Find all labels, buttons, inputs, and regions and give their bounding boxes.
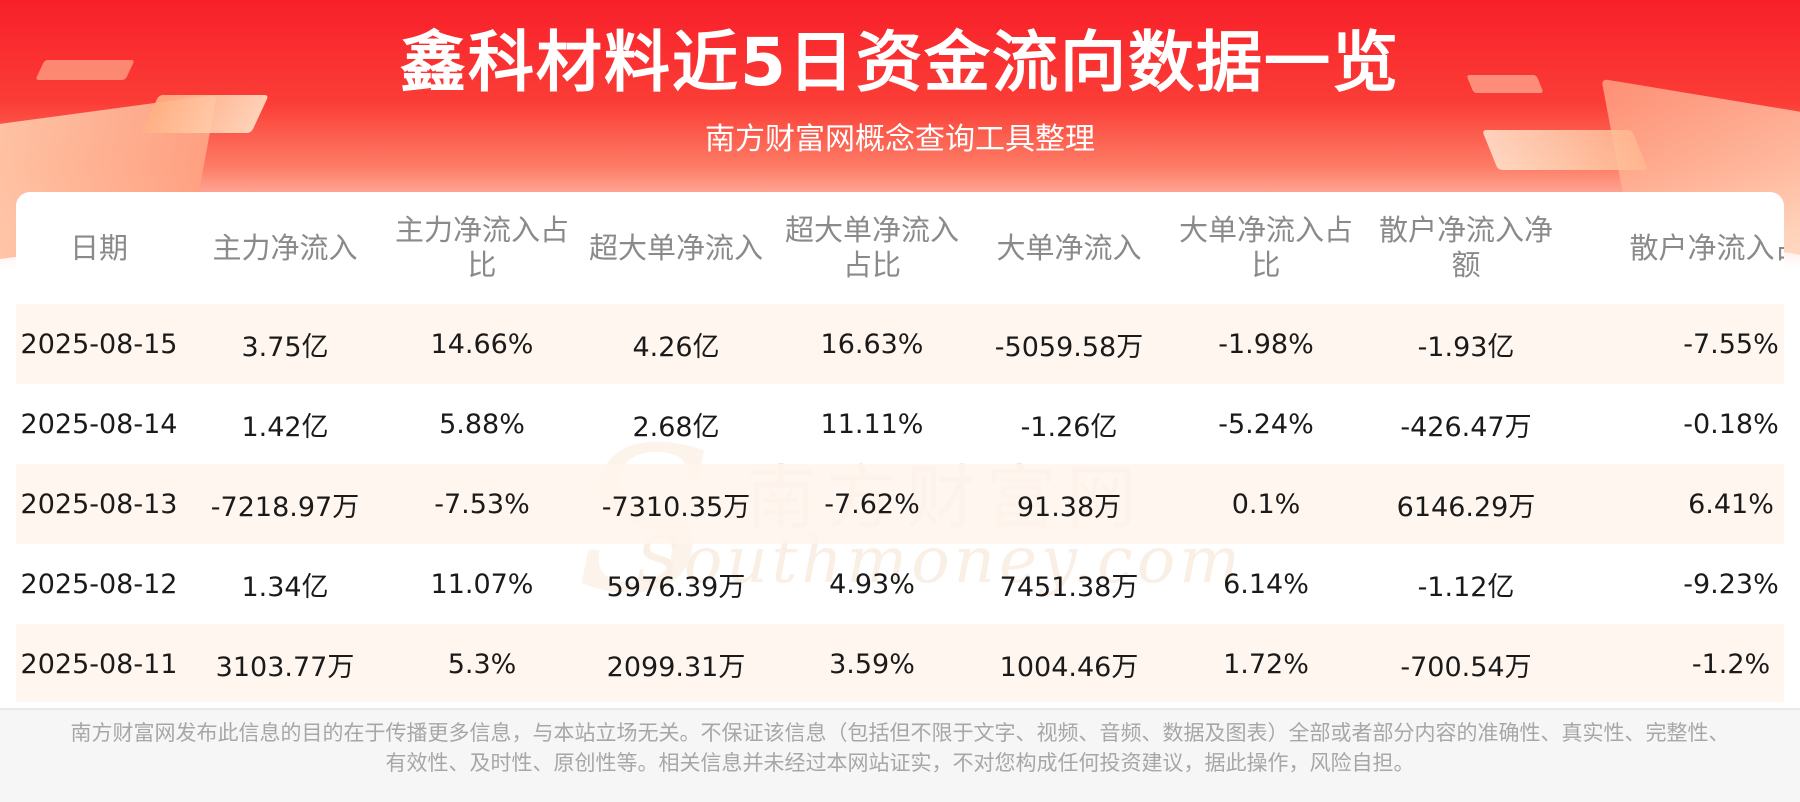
cell-retail-inflow: -1.93亿 xyxy=(1362,304,1570,384)
cell-large-inflow: 7451.38万 xyxy=(999,571,1139,603)
table-row: 2025-08-12 1.34亿 11.07% 5976.39万 4.93% 7… xyxy=(16,544,1784,624)
cell-main-inflow: 3103.77万 xyxy=(182,624,388,702)
cell-retail-inflow: -1.12亿 xyxy=(1417,571,1515,603)
cell-date: 2025-08-13 xyxy=(16,464,182,544)
cell-date: 2025-08-15 xyxy=(16,304,182,384)
table-header-row: 日期 主力净流入 主力净流入占比 超大单净流入 超大单净流入占比 大单净流入 大… xyxy=(16,192,1784,304)
column-header-xl-ratio: 超大单净流入占比 xyxy=(784,213,959,282)
cell-large-inflow: -5059.58万 xyxy=(968,304,1170,384)
cell-retail-inflow: -700.54万 xyxy=(1362,624,1570,702)
cell-xl-inflow: -7310.35万 xyxy=(576,464,776,544)
table-row: 2025-08-11 3103.77万 5.3% 2099.31万 3.59% … xyxy=(16,624,1784,702)
cell-retail-ratio: -0.18% xyxy=(1683,408,1779,440)
column-header-main-inflow: 主力净流入 xyxy=(212,230,358,265)
cell-retail-ratio: -1.2% xyxy=(1570,624,1784,702)
cell-large-ratio: 1.72% xyxy=(1170,624,1362,702)
data-card: S 南方财富网 Southmoney.com 日期 主力净流入 主力净流入占比 … xyxy=(16,192,1784,702)
page-title: 鑫科材料近5日资金流向数据一览 xyxy=(400,24,1400,101)
cell-date: 2025-08-12 xyxy=(20,568,178,600)
cell-retail-inflow: -426.47万 xyxy=(1400,411,1532,443)
cell-xl-ratio: 3.59% xyxy=(776,624,968,702)
cell-main-inflow: -7218.97万 xyxy=(182,464,388,544)
disclaimer-footer: 南方财富网发布此信息的目的在于传播更多信息，与本站立场无关。不保证该信息（包括但… xyxy=(0,708,1800,802)
column-header-retail-inflow: 散户净流入净额 xyxy=(1378,213,1553,282)
cell-main-ratio: 5.88% xyxy=(439,408,525,440)
cell-main-ratio: 14.66% xyxy=(388,304,576,384)
cell-date: 2025-08-11 xyxy=(16,624,182,702)
cell-large-inflow: -1.26亿 xyxy=(1020,411,1118,443)
cell-main-ratio: 5.3% xyxy=(388,624,576,702)
cell-retail-ratio: -7.55% xyxy=(1570,304,1784,384)
cell-main-ratio: 11.07% xyxy=(430,568,534,600)
column-header-main-ratio: 主力净流入占比 xyxy=(394,213,569,282)
column-header-date: 日期 xyxy=(69,230,128,265)
cell-retail-ratio: 6.41% xyxy=(1570,464,1784,544)
cell-retail-inflow: 6146.29万 xyxy=(1362,464,1570,544)
cell-main-ratio: -7.53% xyxy=(388,464,576,544)
cell-main-inflow: 3.75亿 xyxy=(182,304,388,384)
table-row: 2025-08-14 1.42亿 5.88% 2.68亿 11.11% -1.2… xyxy=(16,384,1784,464)
cell-date: 2025-08-14 xyxy=(20,408,178,440)
fund-flow-table: 日期 主力净流入 主力净流入占比 超大单净流入 超大单净流入占比 大单净流入 大… xyxy=(16,192,1784,702)
cell-retail-ratio: -9.23% xyxy=(1683,568,1779,600)
cell-xl-ratio: -7.62% xyxy=(776,464,968,544)
column-header-xl-inflow: 超大单净流入 xyxy=(588,230,763,265)
cell-large-ratio: 0.1% xyxy=(1170,464,1362,544)
cell-xl-ratio: 4.93% xyxy=(829,568,915,600)
cell-main-inflow: 1.42亿 xyxy=(241,411,329,443)
cell-large-ratio: -5.24% xyxy=(1218,408,1314,440)
cell-large-inflow: 91.38万 xyxy=(968,464,1170,544)
cell-large-inflow: 1004.46万 xyxy=(968,624,1170,702)
cell-xl-inflow: 2099.31万 xyxy=(576,624,776,702)
cell-large-ratio: 6.14% xyxy=(1223,568,1309,600)
column-header-retail-ratio: 散户净流入占比 xyxy=(1629,230,1784,265)
cell-xl-inflow: 5976.39万 xyxy=(606,571,746,603)
column-header-large-inflow: 大单净流入 xyxy=(996,230,1142,265)
disclaimer-text: 南方财富网发布此信息的目的在于传播更多信息，与本站立场无关。不保证该信息（包括但… xyxy=(70,721,1730,775)
page-subtitle: 南方财富网概念查询工具整理 xyxy=(705,122,1095,157)
cell-xl-ratio: 16.63% xyxy=(776,304,968,384)
cell-xl-inflow: 2.68亿 xyxy=(632,411,720,443)
cell-xl-inflow: 4.26亿 xyxy=(576,304,776,384)
column-header-large-ratio: 大单净流入占比 xyxy=(1178,213,1353,282)
table-row: 2025-08-13 -7218.97万 -7.53% -7310.35万 -7… xyxy=(16,464,1784,544)
cell-large-ratio: -1.98% xyxy=(1170,304,1362,384)
cell-xl-ratio: 11.11% xyxy=(820,408,924,440)
cell-main-inflow: 1.34亿 xyxy=(241,571,329,603)
table-row: 2025-08-15 3.75亿 14.66% 4.26亿 16.63% -50… xyxy=(16,304,1784,384)
